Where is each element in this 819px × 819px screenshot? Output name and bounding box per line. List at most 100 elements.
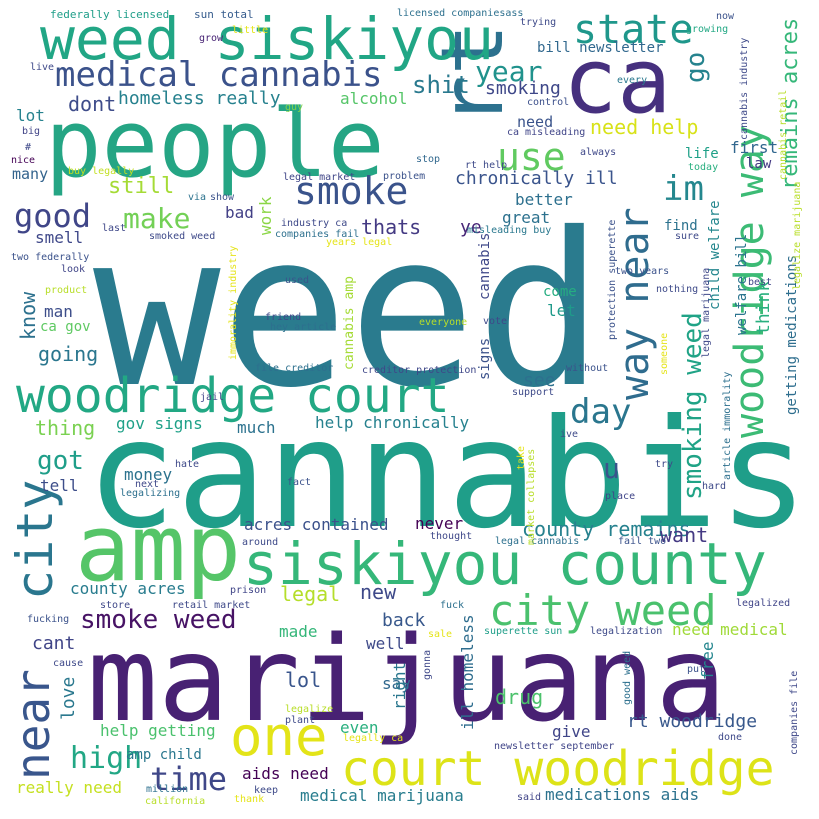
cloud-word: u <box>603 452 620 485</box>
cloud-word: life <box>685 146 719 162</box>
cloud-word: signs <box>477 337 493 380</box>
cloud-word: jail <box>200 392 225 403</box>
cloud-word: retail market <box>172 600 251 611</box>
cloud-word: come <box>543 284 577 300</box>
cloud-word: support <box>512 387 555 398</box>
cloud-word: two federally <box>11 252 90 263</box>
cloud-word: high <box>70 741 143 776</box>
cloud-word: million <box>146 784 189 795</box>
cloud-word: smell <box>35 228 84 247</box>
cloud-word: market collapses <box>526 448 537 545</box>
cloud-word: first <box>730 138 779 157</box>
cloud-word: weed <box>93 187 604 434</box>
cloud-word: legalize marijuana <box>792 181 803 290</box>
cloud-word: show <box>210 192 235 203</box>
cloud-word: industry ca <box>281 218 348 229</box>
cloud-word: made <box>279 622 318 641</box>
cloud-word: give <box>552 722 591 741</box>
cloud-word: work <box>256 196 275 235</box>
cloud-word: legalized <box>736 598 791 609</box>
cloud-word: much <box>237 418 276 437</box>
cloud-word: hey article <box>270 322 337 333</box>
cloud-word: protection superette <box>607 219 618 340</box>
cloud-word: let <box>547 301 576 320</box>
cloud-word: sale <box>428 629 453 640</box>
cloud-word: sure <box>675 231 700 242</box>
cloud-word: lot <box>16 106 45 125</box>
cloud-word: legal market <box>283 172 356 183</box>
cloud-word: nothing <box>656 284 699 295</box>
cloud-word: bad <box>225 203 254 222</box>
cloud-word: court woodridge <box>341 741 775 797</box>
cloud-word: im <box>663 169 704 209</box>
cloud-word: california <box>145 796 206 807</box>
cloud-word: little <box>232 25 269 36</box>
cloud-word: tell <box>40 476 79 495</box>
cloud-word: best <box>748 277 773 288</box>
cloud-word: friend <box>265 312 302 323</box>
cloud-word: years legal <box>326 237 393 248</box>
cloud-word: problem <box>383 171 426 182</box>
cloud-word: immorality industry <box>228 245 239 360</box>
cloud-word: people <box>45 90 385 199</box>
cloud-word: thing <box>35 416 96 440</box>
cloud-word: legalizing <box>120 488 181 499</box>
cloud-word: aids need <box>242 764 329 783</box>
cloud-word: misleading buy <box>467 225 552 236</box>
cloud-word: money <box>124 465 173 484</box>
cloud-word: rt help <box>465 160 508 171</box>
cloud-word: got <box>37 446 84 476</box>
cloud-word: county acres <box>70 579 186 598</box>
cloud-word: article immorality <box>722 371 733 480</box>
cloud-word: growing <box>686 24 729 35</box>
cloud-word: today <box>688 162 719 173</box>
cloud-word: smoking <box>485 78 561 99</box>
cloud-word: weed siskiyou <box>40 5 494 73</box>
cloud-word: good <box>14 197 92 235</box>
cloud-word: gov signs <box>116 414 203 433</box>
cloud-word: medications aids <box>545 785 700 804</box>
cloud-word: cant <box>32 633 76 654</box>
cloud-word: find <box>664 218 698 234</box>
cloud-word: around <box>242 537 279 548</box>
cloud-word: amp <box>75 495 242 602</box>
cloud-word: thought <box>430 531 473 542</box>
cloud-word: everyone <box>419 317 468 328</box>
cloud-word: think <box>753 280 774 335</box>
cloud-word: even <box>340 718 379 737</box>
cloud-word: place <box>605 491 636 502</box>
cloud-word: city <box>6 479 64 600</box>
cloud-word: time <box>150 760 228 798</box>
cloud-word: ca gov <box>40 319 91 335</box>
cloud-word: ive <box>560 429 579 440</box>
cloud-word: still <box>108 174 175 199</box>
cloud-word: medical cannabis <box>55 55 383 95</box>
cloud-word: look <box>61 264 86 275</box>
cloud-word: want <box>660 523 709 547</box>
cloud-word: better <box>515 190 573 209</box>
cloud-word: acres contained <box>244 515 389 534</box>
cloud-word: rt woodridge <box>627 711 758 732</box>
cloud-word: next <box>135 479 160 490</box>
cloud-word: go <box>681 51 711 83</box>
cloud-word: sun total <box>194 8 254 21</box>
cloud-word: right <box>390 661 409 710</box>
cloud-word: smoke <box>294 169 409 213</box>
cloud-word: love <box>58 676 79 720</box>
cloud-word: day <box>570 392 632 432</box>
cloud-word: city weed <box>489 586 717 635</box>
cloud-word: try <box>655 459 674 470</box>
cloud-word: big <box>22 126 41 137</box>
cloud-word: medical marijuana <box>300 786 464 805</box>
cloud-word: cannabis industry <box>739 37 750 140</box>
cloud-word: # <box>25 142 32 153</box>
cloud-word: plant <box>285 715 316 726</box>
cloud-word: use <box>497 135 566 179</box>
cloud-word: cannabis <box>86 388 809 562</box>
cloud-word: many <box>12 165 49 183</box>
cloud-word: done <box>718 732 743 743</box>
cloud-word: year <box>475 55 543 88</box>
cloud-word: always <box>580 147 617 158</box>
cloud-word: product <box>45 285 88 296</box>
cloud-word: good weed <box>622 650 633 705</box>
